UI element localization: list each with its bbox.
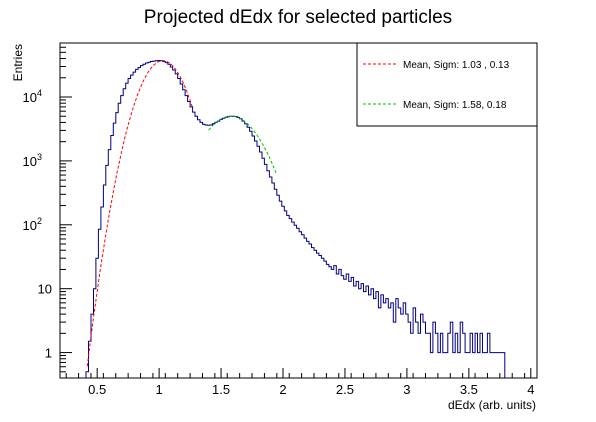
legend: Mean, Sigm: 1.03 , 0.13 Mean, Sigm: 1.58…: [356, 42, 538, 127]
y-tick-label: 1: [45, 346, 52, 361]
x-tick-label: 0.5: [88, 382, 106, 397]
legend-entry-fit-2: Mean, Sigm: 1.58, 0.18: [403, 100, 507, 111]
histogram-line: [85, 60, 506, 378]
plot-frame: [59, 42, 538, 379]
fit-curve-2: [208, 115, 278, 176]
x-tick-label: 3: [403, 382, 410, 397]
fit-curves: [86, 60, 278, 367]
x-tick-label: 1: [155, 382, 162, 397]
y-tick-exponent: 4: [37, 88, 42, 98]
fit-curve-1: [86, 60, 194, 367]
x-tick-label: 2.5: [336, 382, 354, 397]
x-axis-label: dEdx (arb. units): [448, 398, 536, 412]
x-tick-label: 3.5: [460, 382, 478, 397]
y-axis-label: Entries: [11, 44, 25, 81]
legend-box: [356, 42, 538, 127]
y-tick-exponent: 3: [37, 152, 42, 162]
legend-entry-fit-1: Mean, Sigm: 1.03 , 0.13: [403, 60, 510, 71]
x-tick-label: 2: [279, 382, 286, 397]
x-tick-label: 4: [527, 382, 534, 397]
y-tick-label: 10: [38, 282, 52, 297]
y-tick-exponent: 2: [37, 216, 42, 226]
chart-title: Projected dEdx for selected particles: [144, 7, 452, 28]
x-axis: 0.5 1 1.5 2 2.5 3 3.5 4: [65, 368, 534, 397]
x-tick-label: 1.5: [212, 382, 230, 397]
